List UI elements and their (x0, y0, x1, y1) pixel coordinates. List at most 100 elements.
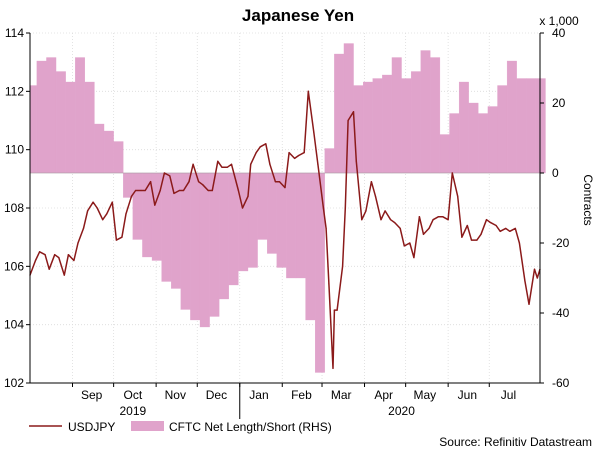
usdjpy-point (63, 274, 65, 276)
x-tick-label: Feb (291, 388, 312, 402)
usdjpy-point (536, 277, 538, 279)
right-tick-label: -60 (552, 376, 570, 390)
cftc-bar (228, 172, 239, 286)
usdjpy-point (121, 236, 123, 238)
cftc-bar (36, 60, 47, 174)
right-tick-label: -40 (552, 306, 570, 320)
usdjpy-point (447, 219, 449, 221)
usdjpy-point (82, 227, 85, 230)
cftc-bar (334, 53, 345, 174)
x-tick-label: Sep (81, 388, 103, 402)
usdjpy-point (274, 181, 277, 183)
source-note: Source: Refinitiv Datastream (439, 435, 592, 449)
usdjpy-point (293, 157, 296, 160)
usdjpy-point (86, 210, 89, 212)
usdjpy-point (73, 259, 75, 262)
usdjpy-point (255, 151, 257, 154)
usdjpy-point (106, 213, 108, 215)
usdjpy-point (451, 172, 453, 174)
usdjpy-point (48, 268, 50, 270)
chart-title: Japanese Yen (242, 6, 354, 25)
cftc-bar (449, 113, 460, 174)
usdjpy-point (154, 204, 156, 206)
usdjpy-point (347, 119, 349, 122)
cftc-bar (151, 172, 162, 261)
legend-usdjpy-label: USDJPY (68, 420, 115, 434)
usdjpy-point (403, 245, 405, 247)
usdjpy-point (259, 146, 261, 148)
usdjpy-point (288, 151, 290, 154)
cftc-bar (295, 172, 306, 279)
usdjpy-point (150, 181, 152, 183)
cftc-bar (267, 172, 277, 254)
usdjpy-point (159, 189, 161, 192)
usdjpy-point (384, 210, 386, 212)
cftc-bar (209, 172, 220, 317)
x-tick-label: Dec (206, 388, 227, 402)
usdjpy-point (374, 195, 377, 197)
cftc-bar (75, 57, 85, 174)
legend: USDJPY CFTC Net Length/Short (RHS) (29, 420, 332, 434)
left-tick-label: 102 (4, 376, 24, 390)
cftc-bar (103, 130, 114, 174)
usdjpy-point (399, 227, 401, 230)
cftc-bar (458, 81, 469, 174)
usdjpy-point (466, 224, 468, 227)
cftc-bar (439, 134, 450, 174)
usdjpy-point (247, 195, 249, 197)
usdjpy-point (58, 256, 60, 259)
usdjpy-point (490, 221, 492, 224)
cftc-bar (305, 172, 316, 321)
left-axis-ticks: 102 104 106 108 110 112 114 (4, 26, 30, 390)
usdjpy-point (230, 163, 233, 165)
usdjpy-point (198, 181, 200, 183)
x-tick-label: Jan (249, 388, 268, 402)
left-tick-label: 106 (4, 259, 24, 273)
usdjpy-point (221, 166, 223, 168)
cftc-net-bars (29, 43, 546, 373)
cftc-bar (468, 102, 479, 174)
cftc-bar (478, 113, 489, 174)
cftc-bar (123, 172, 133, 198)
usdjpy-point (336, 309, 338, 311)
cftc-bar (535, 78, 546, 174)
usdjpy-point (313, 131, 315, 133)
usdjpy-point (44, 254, 46, 256)
usdjpy-point (495, 224, 497, 227)
usdjpy-point (509, 230, 511, 232)
cftc-bar (46, 57, 57, 174)
cftc-bar (190, 172, 201, 321)
usdjpy-point (217, 160, 219, 162)
usdjpy-point (163, 172, 165, 174)
cftc-bar (343, 43, 354, 174)
usdjpy-point (298, 154, 300, 157)
right-axis-label: Contracts (581, 174, 595, 225)
usdjpy-point (480, 233, 482, 235)
usdjpy-point (202, 184, 204, 186)
usdjpy-point (394, 221, 396, 224)
usdjpy-point (409, 242, 411, 244)
usdjpy-point (278, 181, 281, 183)
x-axis-ticks: Sep Oct Nov Dec Jan Feb Mar Apr May Jun Jul 2019 202… (72, 383, 516, 419)
usdjpy-point (140, 189, 142, 192)
usdjpy-point (241, 207, 244, 209)
usdjpy-point (237, 189, 239, 192)
usdjpy-point (380, 219, 382, 221)
usdjpy-point (134, 189, 137, 192)
left-tick-label: 110 (5, 143, 24, 157)
cftc-bar (238, 172, 249, 272)
cftc-bar (84, 81, 95, 174)
cftc-bar (420, 50, 431, 174)
usdjpy-point (284, 186, 286, 189)
cftc-bar (382, 74, 393, 174)
usdjpy-point (111, 201, 113, 203)
cftc-bar (29, 85, 38, 174)
usdjpy-point (77, 242, 79, 244)
usdjpy-point (461, 236, 463, 238)
x-year-label: 2019 (119, 404, 146, 418)
cftc-bar (219, 172, 229, 300)
cftc-bar (65, 81, 76, 174)
left-tick-label: 114 (5, 26, 24, 40)
usdjpy-point (432, 219, 434, 221)
